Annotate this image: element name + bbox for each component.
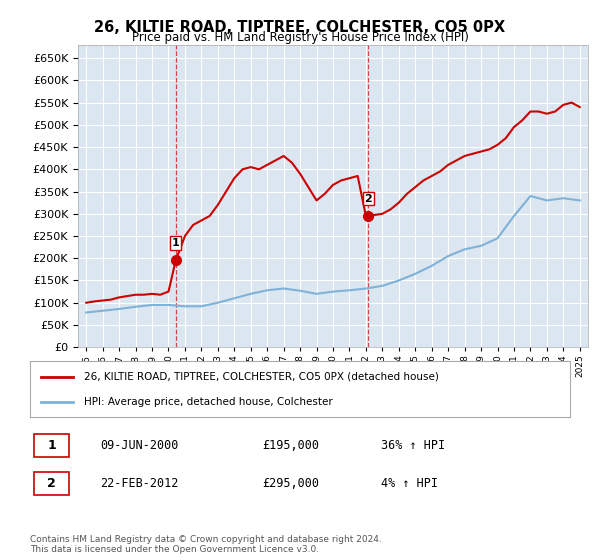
Text: £195,000: £195,000 (262, 439, 319, 452)
FancyBboxPatch shape (34, 433, 70, 457)
Text: 2: 2 (364, 194, 372, 203)
Text: 2: 2 (47, 477, 56, 490)
Text: 26, KILTIE ROAD, TIPTREE, COLCHESTER, CO5 0PX (detached house): 26, KILTIE ROAD, TIPTREE, COLCHESTER, CO… (84, 372, 439, 382)
Text: 36% ↑ HPI: 36% ↑ HPI (381, 439, 445, 452)
Text: 1: 1 (172, 238, 179, 248)
Text: 4% ↑ HPI: 4% ↑ HPI (381, 477, 438, 490)
Text: Price paid vs. HM Land Registry's House Price Index (HPI): Price paid vs. HM Land Registry's House … (131, 31, 469, 44)
Text: HPI: Average price, detached house, Colchester: HPI: Average price, detached house, Colc… (84, 396, 333, 407)
FancyBboxPatch shape (34, 472, 70, 495)
Text: 1: 1 (47, 439, 56, 452)
Text: £295,000: £295,000 (262, 477, 319, 490)
Text: 26, KILTIE ROAD, TIPTREE, COLCHESTER, CO5 0PX: 26, KILTIE ROAD, TIPTREE, COLCHESTER, CO… (94, 20, 506, 35)
Text: 22-FEB-2012: 22-FEB-2012 (100, 477, 179, 490)
Text: Contains HM Land Registry data © Crown copyright and database right 2024.
This d: Contains HM Land Registry data © Crown c… (30, 535, 382, 554)
Text: 09-JUN-2000: 09-JUN-2000 (100, 439, 179, 452)
